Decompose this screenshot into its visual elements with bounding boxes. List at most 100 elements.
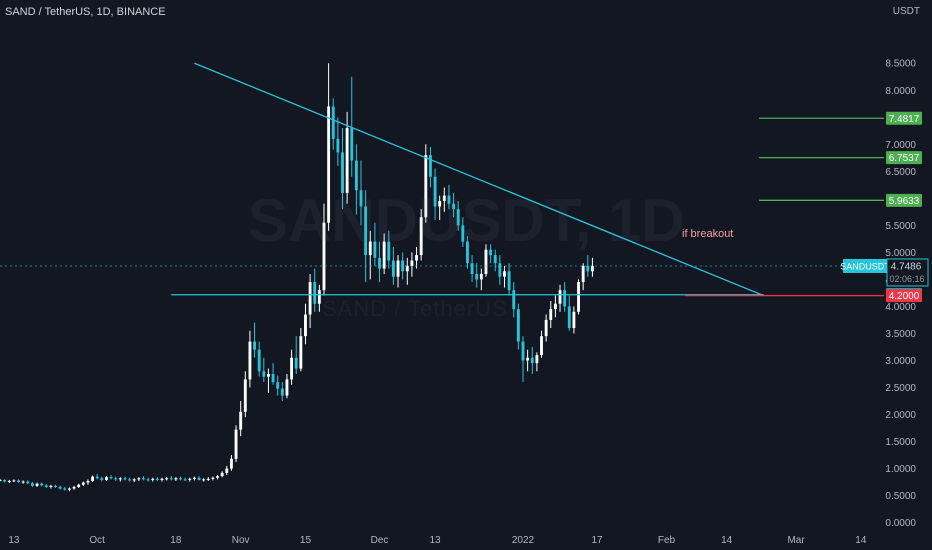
candle-body [234, 429, 238, 459]
y-tick-label: 7.0000 [885, 140, 916, 151]
candle-body [49, 485, 53, 487]
candle-body [581, 265, 585, 283]
candle-body [17, 480, 20, 483]
candle-body [387, 241, 391, 261]
candle-body [313, 282, 317, 304]
candle-body [535, 355, 539, 364]
candle-body [206, 478, 210, 480]
candle-body [373, 241, 377, 258]
level-label: 6.7537 [889, 153, 920, 164]
candle-body [202, 479, 206, 481]
candle-body [285, 379, 289, 396]
candle-body [540, 336, 543, 356]
candle-body [341, 152, 344, 193]
candle-body [188, 478, 192, 480]
candle-body [197, 477, 201, 480]
candle-body [466, 241, 469, 264]
candle-body [253, 341, 256, 350]
candle-body [267, 373, 270, 377]
candle-body [447, 195, 451, 204]
x-tick-label: 14 [721, 535, 733, 546]
candle-body [428, 155, 432, 177]
candle-body [160, 478, 164, 480]
candle-body [336, 138, 340, 153]
candle-body [317, 290, 321, 304]
chart-title[interactable]: SAND / TetherUS, 1D, BINANCE [5, 6, 166, 18]
candle-body [456, 209, 460, 226]
candle-body [378, 257, 381, 269]
candle-body [114, 478, 118, 480]
candle-body [216, 476, 219, 478]
y-tick-label: 2.5000 [885, 383, 916, 394]
candle-body [290, 357, 294, 380]
y-tick-label: 2.0000 [885, 410, 916, 421]
candle-body [350, 128, 354, 161]
y-tick-label: 3.5000 [885, 329, 916, 340]
candle-body [401, 260, 405, 272]
candle-body [248, 341, 252, 380]
y-tick-label: 5.5000 [885, 221, 916, 232]
candle-body [516, 309, 520, 342]
candle-body [276, 382, 280, 389]
candle-body [354, 160, 358, 191]
candle-body [239, 411, 243, 430]
candle-body [44, 485, 48, 487]
candle-body [211, 477, 215, 479]
candle-body [192, 477, 196, 479]
candle-body [243, 379, 247, 412]
candle-body [470, 263, 474, 274]
candle-body [262, 371, 266, 377]
candle-body [179, 478, 182, 480]
candle-body [280, 388, 284, 396]
candle-body [544, 319, 548, 337]
candle-body [521, 341, 525, 361]
symbol-watermark: SANDUSDT, 1D [248, 187, 685, 254]
candle-body [81, 482, 85, 485]
candle-body [137, 478, 141, 480]
candle-body [364, 206, 368, 256]
x-tick-label: 2022 [512, 535, 535, 546]
candle-body [405, 265, 409, 272]
x-tick-label: 18 [170, 535, 182, 546]
candle-body [0, 479, 2, 481]
candle-body [382, 241, 386, 269]
candle-body [558, 290, 562, 304]
candle-body [299, 336, 303, 369]
candle-body [118, 478, 122, 480]
candle-body [155, 478, 159, 480]
candle-body [21, 481, 25, 483]
y-tick-label: 5.0000 [885, 248, 916, 259]
symbol-label: SANDUSDT [840, 261, 890, 271]
candle-body [368, 241, 372, 256]
candle-body [433, 176, 437, 207]
candle-body [58, 486, 62, 489]
candle-body [67, 488, 71, 490]
candle-body [396, 260, 400, 277]
pair-watermark: SAND / TetherUS [322, 296, 508, 321]
candle-body [526, 357, 530, 361]
candle-body [410, 260, 414, 266]
level-badge [886, 193, 922, 207]
level-badge [886, 151, 922, 165]
candle-body [72, 486, 76, 489]
candle-body [63, 488, 67, 490]
candle-body [257, 349, 261, 372]
level-badge [886, 289, 922, 303]
candle-body [142, 478, 145, 480]
candle-body [271, 373, 275, 383]
y-tick-label: 3.0000 [885, 356, 916, 367]
candle-body [512, 290, 516, 310]
candle-body [91, 476, 95, 481]
candle-body [391, 260, 395, 277]
candle-body [452, 203, 456, 210]
candle-body [345, 128, 349, 193]
candle-body [484, 249, 488, 274]
candle-body [229, 458, 233, 469]
y-tick-label: 0.0000 [885, 518, 916, 529]
candle-body [294, 357, 298, 369]
y-tick-label: 6.5000 [885, 167, 916, 178]
x-tick-label: 13 [429, 535, 441, 546]
candle-body [146, 479, 150, 481]
